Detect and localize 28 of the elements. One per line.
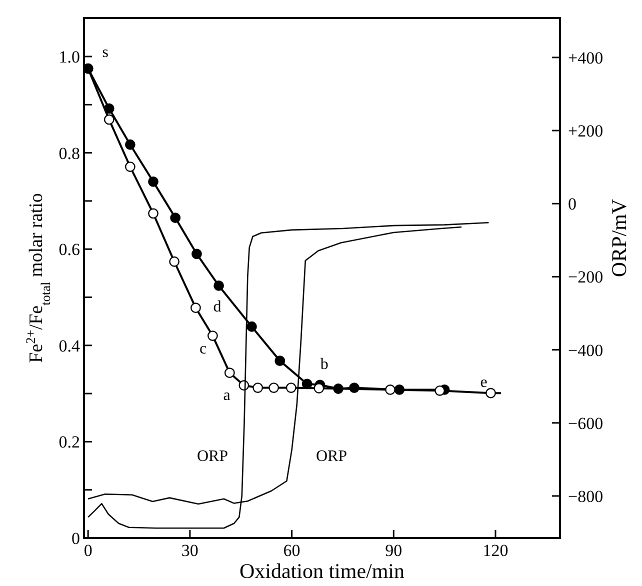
y2-tick-label: −600 — [568, 414, 604, 433]
y-tick-label: 1.0 — [58, 48, 80, 67]
y2-tick-label: −200 — [568, 268, 604, 287]
y2-tick-label: 0 — [568, 194, 576, 214]
y2-tick-label: −400 — [568, 340, 604, 360]
x-axis-title: Oxidation time/min — [239, 559, 406, 583]
y-tick-label: 0.4 — [58, 336, 80, 356]
annotation: ORP — [196, 448, 228, 466]
y2-tick-label: −800 — [568, 486, 604, 506]
x-tick-label: 0 — [84, 541, 92, 560]
y-tick-label: 0.8 — [58, 144, 80, 163]
annotation: c — [199, 340, 207, 358]
y2-axis-title: ORP/mV — [607, 198, 631, 278]
x-tick-label: 120 — [482, 541, 508, 560]
x-tick-label: 30 — [181, 541, 198, 560]
y2-tick-label: +400 — [568, 48, 604, 68]
y2-tick-label: +200 — [568, 122, 604, 141]
annotation: e — [480, 374, 488, 392]
annotation: ORP — [316, 448, 348, 466]
y-tick-label: 0.6 — [58, 240, 80, 260]
y-tick-label: 0 — [72, 529, 80, 548]
annotation: b — [320, 356, 328, 373]
x-tick-label: 90 — [385, 541, 402, 560]
annotation: a — [223, 387, 230, 404]
y-tick-label: 0.2 — [58, 432, 80, 452]
x-tick-label: 60 — [283, 541, 300, 560]
annotation: s — [102, 44, 109, 61]
annotation: d — [213, 298, 222, 316]
